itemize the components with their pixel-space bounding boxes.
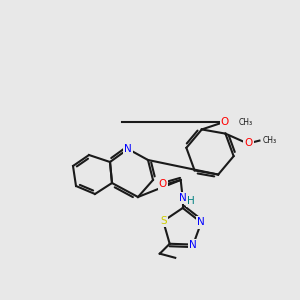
Text: N: N [124, 144, 132, 154]
Text: CH₃: CH₃ [239, 118, 253, 127]
Text: CH₃: CH₃ [262, 136, 277, 145]
Text: N: N [179, 193, 187, 203]
Text: N: N [197, 218, 205, 227]
Text: O: O [159, 179, 167, 189]
Text: N: N [189, 240, 197, 250]
Text: H: H [187, 196, 195, 206]
Text: S: S [160, 216, 166, 226]
Text: O: O [244, 138, 253, 148]
Text: O: O [221, 117, 229, 128]
